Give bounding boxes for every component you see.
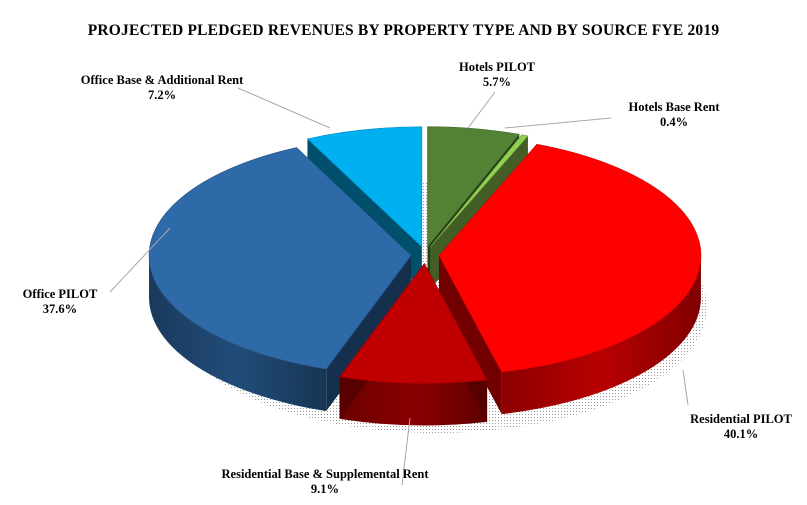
slice-label-value: 40.1% (723, 427, 759, 441)
slice-label-value: 7.2% (147, 88, 177, 102)
leader-line (109, 227, 171, 293)
slice-label-value: 37.6% (42, 302, 78, 316)
slice-label-name: Hotels Base Rent (628, 100, 720, 114)
leader-line (682, 369, 689, 406)
slice-label-name: Residential Base & Supplemental Rent (221, 467, 429, 481)
pie-slice-side (339, 376, 488, 426)
pie-slice-hotels-pilot (427, 126, 520, 248)
leader-line (467, 91, 496, 129)
slice-label: Residential Base & Supplemental Rent 9.1% (222, 467, 429, 497)
slice-label-name: Office Base & Additional Rent (80, 73, 244, 87)
slice-label-value: 0.4% (659, 115, 689, 129)
slice-label: Hotels Base Rent 0.4% (629, 100, 720, 130)
slice-label: Hotels PILOT 5.7% (459, 60, 535, 90)
slice-label-value: 5.7% (482, 75, 512, 89)
pie-slice-side (501, 255, 701, 415)
slice-label-name: Hotels PILOT (458, 60, 536, 74)
pie-slice-side (149, 255, 327, 412)
pie-slice-hotels-base-rent (429, 134, 529, 248)
pie-slice-wall (438, 255, 502, 415)
slice-label-name: Residential PILOT (690, 412, 792, 426)
slice-label: Office PILOT 37.6% (23, 287, 98, 317)
pie-slice-residential-base-supplemental-rent (339, 262, 488, 384)
leader-line (504, 117, 612, 129)
pie-slice-office-base-additional-rent (306, 126, 423, 248)
slice-label-name: Office PILOT (22, 287, 98, 301)
slice-label: Residential PILOT 40.1% (690, 412, 792, 442)
leader-line (401, 417, 411, 486)
leader-line (237, 87, 331, 129)
slice-label-value: 9.1% (310, 482, 340, 496)
pie-slice-residential-pilot (438, 143, 702, 373)
slice-label: Office Base & Additional Rent 7.2% (81, 73, 244, 103)
chart-title: PROJECTED PLEDGED REVENUES BY PROPERTY T… (87, 22, 720, 39)
pie-slice-office-pilot (148, 147, 412, 370)
